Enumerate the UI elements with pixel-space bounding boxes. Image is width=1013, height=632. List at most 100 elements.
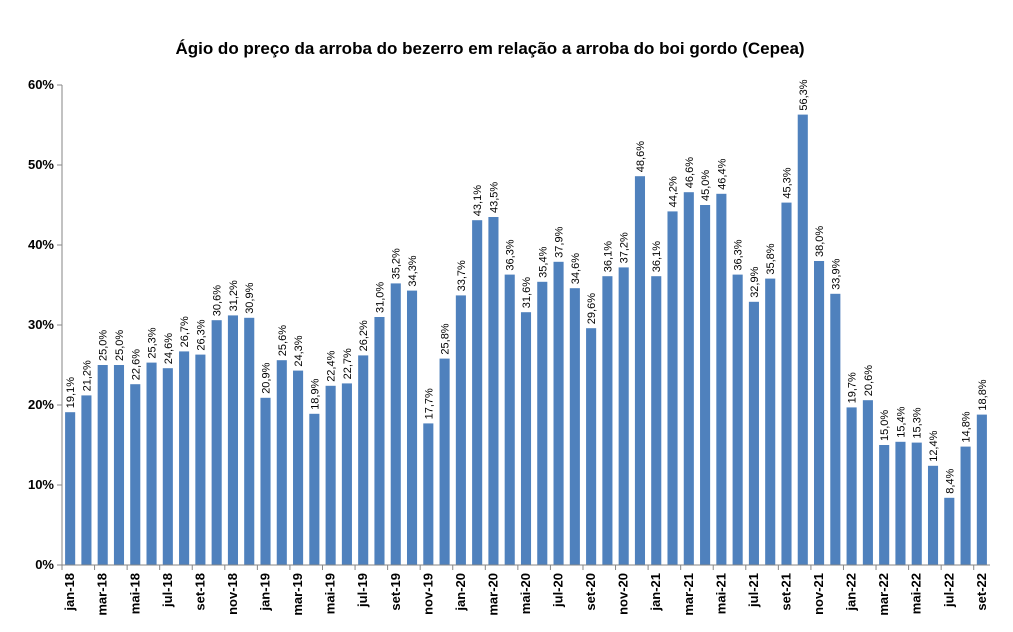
data-label: 35,4% [537, 246, 549, 277]
data-label: 26,2% [358, 320, 370, 351]
data-label: 8,4% [944, 469, 956, 494]
data-label: 20,9% [261, 362, 273, 393]
bar [618, 267, 629, 565]
x-tick-label: set-21 [778, 573, 793, 611]
data-label: 24,6% [163, 333, 175, 364]
bar [748, 301, 759, 565]
x-tick-label: set-19 [388, 573, 403, 611]
data-label: 19,1% [65, 377, 77, 408]
data-label: 25,0% [114, 330, 126, 361]
bar [293, 370, 304, 565]
bar [423, 423, 434, 565]
bar [455, 295, 466, 565]
data-label: 36,3% [505, 239, 517, 270]
data-label: 46,6% [684, 157, 696, 188]
x-tick-label: jan-20 [453, 573, 468, 612]
data-label: 12,4% [928, 430, 940, 461]
x-tick-label: nov-18 [225, 573, 240, 615]
data-label: 32,9% [749, 266, 761, 297]
data-label: 18,9% [309, 378, 321, 409]
bars [65, 114, 987, 566]
data-label: 43,1% [472, 185, 484, 216]
bar [569, 288, 580, 565]
data-label: 37,2% [619, 232, 631, 263]
x-tick-label: mar-22 [876, 573, 891, 616]
y-tick-label: 20% [28, 397, 54, 412]
data-label: 30,6% [212, 285, 224, 316]
data-label: 31,0% [374, 282, 386, 313]
bar [634, 176, 646, 565]
data-label: 30,9% [244, 282, 256, 313]
bar [195, 354, 206, 565]
data-label: 38,0% [814, 226, 826, 257]
x-tick-label: mai-21 [713, 573, 728, 614]
data-label: 33,7% [456, 260, 468, 291]
bar [683, 192, 694, 565]
x-tick-label: set-18 [192, 573, 207, 611]
data-label: 48,6% [635, 141, 647, 172]
x-tick-label: jan-21 [648, 573, 663, 612]
bar [911, 442, 922, 565]
bar [895, 441, 906, 565]
bar [488, 217, 499, 565]
data-label: 31,6% [521, 277, 533, 308]
x-tick-label: mar-21 [681, 573, 696, 616]
bar [146, 362, 157, 565]
y-tick-label: 60% [28, 77, 54, 92]
y-axis: 0% 10% 20% 30% 40% 50% 60% [28, 77, 63, 572]
bar [960, 446, 971, 565]
data-label: 44,2% [668, 176, 680, 207]
bar [830, 293, 841, 565]
bar [700, 205, 711, 565]
x-tick-label: nov-19 [420, 573, 435, 615]
data-label: 17,7% [423, 388, 435, 419]
bar [879, 445, 890, 565]
x-axis: jan-18 mar-18 mai-18 jul-18 set-18 nov-18 jan-… [61, 564, 990, 616]
x-tick-label: set-20 [583, 573, 598, 611]
bar [439, 358, 450, 565]
data-label: 24,3% [293, 335, 305, 366]
data-label: 19,7% [847, 372, 859, 403]
bar [309, 413, 320, 565]
bar [732, 274, 743, 565]
bar [586, 328, 597, 565]
x-tick-label: mar-19 [290, 573, 305, 616]
y-tick-label: 0% [35, 557, 54, 572]
bar [390, 283, 401, 565]
bar [406, 290, 418, 565]
y-tick-label: 30% [28, 317, 54, 332]
bar [716, 193, 727, 566]
data-label: 36,1% [602, 241, 614, 272]
data-label: 34,6% [570, 253, 582, 284]
data-label: 36,1% [651, 241, 663, 272]
data-labels: 19,1% 21,2% 25,0% 25,0% 22,6% 25,3% 24,6% 26,7%… [65, 79, 989, 494]
data-label: 15,0% [879, 410, 891, 441]
data-label: 36,3% [733, 239, 745, 270]
x-tick-label: mai-18 [127, 573, 142, 614]
x-tick-label: jan-22 [844, 573, 859, 612]
bar [97, 365, 108, 565]
data-label: 25,6% [277, 325, 289, 356]
bar [846, 407, 857, 565]
bar [651, 276, 662, 565]
data-label: 25,3% [147, 327, 159, 358]
data-label: 22,7% [342, 348, 354, 379]
bar [504, 274, 515, 565]
bar [244, 317, 255, 565]
bar [113, 365, 125, 565]
bar [65, 412, 76, 565]
bar [814, 261, 825, 565]
data-label: 26,7% [179, 316, 191, 347]
x-tick-label: jul-19 [355, 573, 370, 608]
bar [81, 395, 92, 565]
bar [227, 315, 238, 565]
data-label: 22,6% [130, 349, 142, 380]
data-label: 31,2% [228, 280, 240, 311]
data-label: 34,3% [407, 255, 419, 286]
chart-title: Ágio do preço da arroba do bezerro em re… [175, 39, 804, 58]
data-label: 22,4% [326, 350, 338, 381]
bar [667, 211, 678, 565]
data-label: 35,8% [765, 243, 777, 274]
